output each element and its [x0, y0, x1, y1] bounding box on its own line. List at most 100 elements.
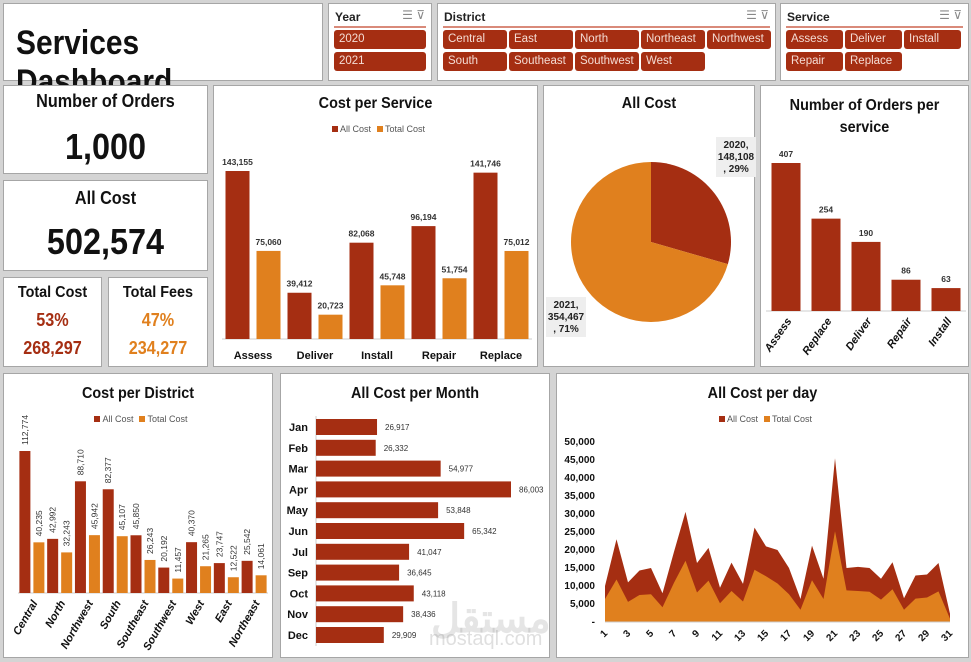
category-label: South	[98, 598, 124, 631]
y-tick-label: 35,000	[564, 491, 595, 502]
service-slicer: Service ☰ ⊽ Assess Deliver Install Repair Re…	[780, 3, 969, 81]
y-tick-label: 20,000	[564, 545, 595, 556]
category-label: Sep	[288, 568, 308, 580]
divider	[334, 26, 426, 28]
slicer-toolbar[interactable]: ☰ ⊽	[746, 8, 769, 22]
bar-northeast-total-cost	[255, 575, 267, 593]
data-label: 38,436	[411, 610, 436, 619]
slicer-title: Service	[787, 10, 830, 24]
data-label: 88,710	[75, 449, 85, 475]
bar-oct	[316, 585, 414, 602]
kpi-total-cost-label: Total Cost	[17, 284, 88, 301]
slicer-item-assess[interactable]: Assess	[786, 30, 843, 49]
category-label: Central	[11, 598, 41, 638]
x-tick-label: 27	[893, 628, 909, 644]
multi-select-icon[interactable]: ☰	[402, 8, 413, 22]
data-label-box	[546, 297, 586, 337]
slicer-toolbar[interactable]: ☰ ⊽	[939, 8, 962, 22]
data-label: 63	[941, 274, 951, 284]
bar-repair-total-cost	[442, 278, 467, 339]
bar-repair-all-cost	[411, 226, 436, 339]
data-label: 45,107	[117, 504, 127, 530]
slicer-item-southwest[interactable]: Southwest	[575, 52, 639, 71]
slicer-item-southeast[interactable]: Southeast	[509, 52, 573, 71]
slicer-item-install[interactable]: Install	[904, 30, 961, 49]
kpi-total-fees-pct: 47%	[141, 310, 175, 330]
x-tick-label: 15	[755, 628, 771, 644]
bar-deliver-all-cost	[287, 292, 312, 339]
category-label: Replace	[480, 350, 522, 362]
chart-title: All Cost per Month	[351, 385, 479, 402]
slicer-item-northwest[interactable]: Northwest	[707, 30, 771, 49]
legend-swatch-total-cost	[763, 416, 770, 422]
bar-feb	[316, 439, 376, 456]
y-tick-label: 25,000	[564, 527, 595, 538]
chart-svg: - 5,000 10,000 15,000 20,000 25,000 30,000 35,0…	[564, 437, 955, 644]
bar-east-all-cost	[213, 563, 225, 593]
data-label: 86,003	[519, 485, 544, 494]
pie-slice-2021	[571, 162, 728, 322]
legend-total-cost: Total Cost	[147, 414, 188, 424]
bar-assess-total-cost	[256, 250, 281, 339]
kpi-total-cost-value: 268,297	[23, 338, 82, 358]
bar-repair-all-cost	[891, 279, 921, 311]
bar-nov	[316, 606, 404, 623]
data-label: 14,061	[256, 543, 266, 569]
y-tick-label: 45,000	[564, 455, 595, 466]
x-tick-label: 31	[939, 628, 955, 644]
chart-title: Number of Orders per service	[789, 97, 940, 136]
category-label: Install	[926, 315, 955, 349]
cost-per-district-chart: Cost per District 112,774 40,235 Central 42…	[3, 373, 273, 658]
x-tick-label: 7	[667, 628, 679, 640]
x-tick-label: 5	[644, 628, 656, 640]
kpi-total-cost-pct: 53%	[36, 310, 69, 330]
clear-filter-icon[interactable]: ⊽	[953, 8, 962, 22]
slicer-item-west[interactable]: West	[641, 52, 705, 71]
orders-per-service-chart: Number of Orders per service 407 Assess 25…	[760, 85, 969, 367]
slicer-item-north[interactable]: North	[575, 30, 639, 49]
category-label: Dec	[288, 630, 308, 642]
slicer-item-south[interactable]: South	[443, 52, 507, 71]
category-label: Assess	[234, 350, 273, 362]
data-label: 65,342	[472, 527, 497, 536]
slicer-item-replace[interactable]: Replace	[845, 52, 902, 71]
bar-central-all-cost	[19, 451, 31, 593]
data-label: 36,645	[407, 569, 432, 578]
chart-legend: All Cost Total Cost	[557, 414, 968, 424]
kpi-orders-value: 1,000	[64, 126, 147, 167]
slicer-item-northeast[interactable]: Northeast	[641, 30, 705, 49]
slicer-item-central[interactable]: Central	[443, 30, 507, 49]
slicer-item-east[interactable]: East	[509, 30, 573, 49]
category-label: Assess	[762, 316, 795, 355]
slicer-item-repair[interactable]: Repair	[786, 52, 843, 71]
district-slicer: District ☰ ⊽ Central East North Northeast No…	[437, 3, 776, 81]
data-label: 42,992	[48, 507, 58, 533]
kpi-total-fees: Total Fees 47% 234,277	[108, 277, 208, 367]
all-cost-pie-chart: All Cost 2020, 148,108, 29% 2021, 354,467, …	[543, 85, 756, 367]
chart-title: Cost per District	[81, 385, 195, 402]
data-label: 75,060	[256, 237, 282, 247]
slicer-toolbar[interactable]: ☰ ⊽	[402, 8, 425, 22]
chart-title: Cost per Service	[318, 95, 433, 112]
kpi-all-cost-value: 502,574	[46, 221, 165, 262]
pie-slice-2020	[651, 162, 731, 265]
data-label: 20,723	[318, 301, 344, 311]
slicer-item-2020[interactable]: 2020	[334, 30, 426, 49]
x-tick-label: 29	[916, 628, 932, 644]
slicer-item-2021[interactable]: 2021	[334, 52, 426, 71]
kpi-orders-label: Number of Orders	[36, 91, 175, 111]
bar-north-total-cost	[61, 552, 73, 593]
clear-filter-icon[interactable]: ⊽	[760, 8, 769, 22]
category-label: Replace	[800, 316, 834, 357]
multi-select-icon[interactable]: ☰	[939, 8, 950, 22]
data-label: 25,542	[242, 529, 252, 555]
bar-southwest-all-cost	[158, 567, 170, 593]
data-label: 148,108	[718, 152, 755, 163]
category-label: Jul	[292, 547, 308, 559]
category-label: Oct	[290, 588, 309, 600]
clear-filter-icon[interactable]: ⊽	[416, 8, 425, 22]
slicer-item-deliver[interactable]: Deliver	[845, 30, 902, 49]
multi-select-icon[interactable]: ☰	[746, 8, 757, 22]
x-tick-label: 17	[778, 628, 794, 644]
category-label: Jan	[289, 422, 308, 434]
